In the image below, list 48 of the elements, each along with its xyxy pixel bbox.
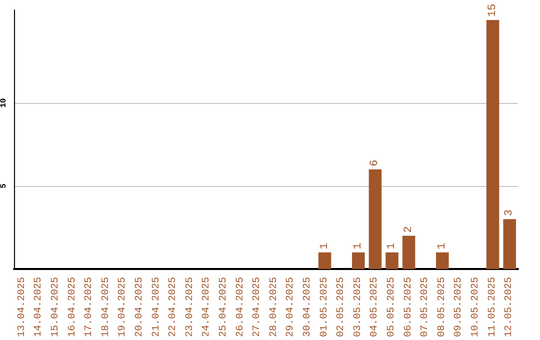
x-tick-label: 04.05.2025 [370,276,381,338]
x-tick-label: 15.04.2025 [50,276,62,338]
data-label: 6 [369,160,382,166]
x-tick-label: 28.04.2025 [268,276,280,338]
x-tick-label: 26.04.2025 [235,276,246,338]
data-label: 1 [436,242,448,250]
x-tick-label: 07.05.2025 [420,276,432,338]
x-tick-label: 24.04.2025 [202,276,213,338]
x-tick-label: 22.04.2025 [168,276,180,338]
data-label: 1 [386,242,398,250]
x-tick-label: 05.05.2025 [386,276,398,338]
data-label: 2 [402,226,415,233]
x-tick-label: 19.04.2025 [118,276,129,338]
bar [386,252,398,269]
x-tick-label: 23.04.2025 [184,276,196,338]
x-tick-label: 13.04.2025 [16,276,28,338]
bar [486,20,500,269]
x-tick-label: 01.05.2025 [319,276,330,338]
bar [436,252,449,269]
x-tick-label: 16.04.2025 [67,276,78,338]
bar [503,219,516,269]
x-tick-label: 03.05.2025 [352,276,364,338]
x-tick-label: 27.04.2025 [252,276,264,338]
bar [352,252,365,269]
x-tick-label: 21.04.2025 [151,276,162,338]
x-tick-label: 09.05.2025 [454,276,465,338]
x-tick-label: 20.04.2025 [134,276,146,338]
x-tick-label: 29.04.2025 [286,276,297,338]
x-tick-label: 30.04.2025 [302,276,314,338]
x-tick-label: 08.05.2025 [436,276,448,338]
data-label: 1 [318,242,331,250]
data-label: 1 [352,242,364,250]
y-tick-label: 10 [0,98,8,108]
bar [318,252,332,269]
x-tick-label: 14.04.2025 [34,276,45,338]
bar [368,169,382,269]
x-tick-label: 06.05.2025 [403,276,414,338]
y-tick-label: 5 [0,183,8,188]
x-tick-label: 12.05.2025 [504,276,516,338]
x-tick-label: 18.04.2025 [100,276,112,338]
data-label: 15 [486,4,499,17]
x-tick-label: 17.04.2025 [84,276,96,338]
bar [402,236,416,269]
x-tick-label: 02.05.2025 [336,276,348,338]
data-label: 3 [504,210,516,216]
x-tick-label: 11.05.2025 [487,276,498,338]
x-tick-label: 10.05.2025 [470,276,482,338]
x-tick-label: 25.04.2025 [218,276,230,338]
